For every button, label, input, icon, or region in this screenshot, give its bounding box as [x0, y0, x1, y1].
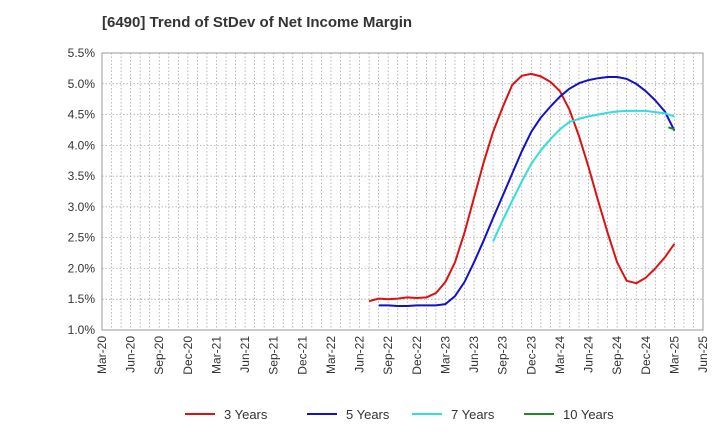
y-tick-label: 3.0% [68, 200, 96, 214]
x-tick-label: Jun-25 [696, 336, 710, 373]
x-tick-label: Sep-22 [381, 336, 395, 375]
x-tick-label: Sep-24 [610, 336, 624, 375]
y-tick-label: 2.0% [68, 261, 96, 275]
x-tick-label: Mar-20 [95, 336, 109, 374]
chart-title: [6490] Trend of StDev of Net Income Marg… [102, 14, 413, 31]
plot-area [101, 52, 704, 331]
x-tick-label: Mar-24 [553, 336, 567, 374]
y-tick-label: 1.0% [68, 323, 96, 337]
legend-label: 5 Years [346, 407, 390, 422]
y-tick-label: 5.5% [68, 46, 96, 60]
x-tick-label: Dec-23 [524, 336, 538, 375]
x-tick-label: Jun-21 [238, 336, 252, 373]
legend-label: 7 Years [451, 407, 495, 422]
legend-label: 10 Years [563, 407, 614, 422]
x-tick-label: Jun-20 [124, 336, 138, 373]
x-tick-label: Jun-23 [467, 336, 481, 373]
x-tick-label: Dec-21 [295, 336, 309, 375]
x-tick-label: Sep-23 [496, 336, 510, 375]
series-line-5-years [378, 76, 676, 307]
y-tick-label: 1.5% [68, 292, 96, 306]
x-tick-label: Dec-24 [639, 336, 653, 375]
x-tick-label: Mar-25 [667, 336, 681, 374]
x-tick-label: Jun-24 [582, 336, 596, 373]
x-tick-label: Sep-20 [152, 336, 166, 375]
series-line-10-years [668, 126, 675, 131]
x-tick-label: Dec-20 [181, 336, 195, 375]
x-tick-label: Mar-22 [324, 336, 338, 374]
series-line-7-years [492, 109, 675, 242]
y-tick-label: 4.0% [68, 138, 96, 152]
x-tick-label: Dec-22 [410, 336, 424, 375]
y-tick-label: 4.5% [68, 108, 96, 122]
x-tick-label: Jun-22 [353, 336, 367, 373]
y-tick-label: 5.0% [68, 77, 96, 91]
x-tick-label: Mar-23 [438, 336, 452, 374]
x-tick-label: Sep-21 [267, 336, 281, 375]
series-line-3-years [368, 72, 676, 303]
x-tick-label: Mar-21 [209, 336, 223, 374]
legend-label: 3 Years [224, 407, 268, 422]
y-tick-label: 2.5% [68, 231, 96, 245]
y-tick-label: 3.5% [68, 169, 96, 183]
